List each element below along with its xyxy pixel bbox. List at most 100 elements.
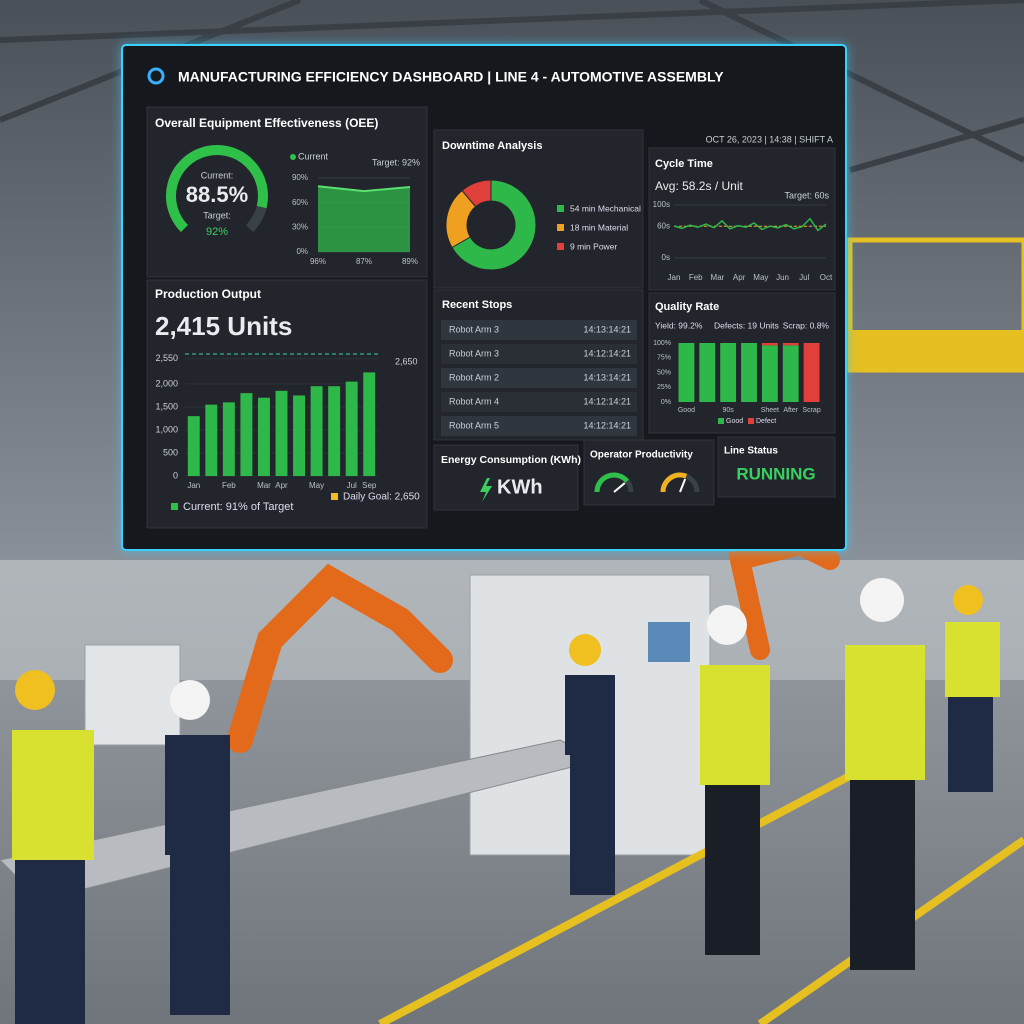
legend-swatch: [557, 205, 564, 212]
stop-time: 14:12:14:21: [583, 396, 631, 406]
bar: [240, 393, 253, 476]
x-tick-label: Mar: [711, 273, 725, 282]
label: 92%: [206, 226, 228, 238]
legend-label: 18 min Material: [570, 222, 628, 232]
x-tick-label: 87%: [356, 257, 372, 266]
y-tick-label: 2,550: [155, 353, 178, 363]
label: Target: 60s: [784, 190, 829, 200]
bar-segment: [678, 343, 695, 402]
donut-segment: [461, 179, 492, 208]
stop-time: 14:12:14:21: [583, 348, 631, 358]
stop-time: 14:13:14:21: [583, 324, 631, 334]
legend-label: Defect: [756, 418, 776, 425]
x-tick-label: Sheet: [761, 407, 779, 414]
gauge-value: [660, 472, 688, 493]
legend-label: Daily Goal: 2,650: [343, 492, 420, 503]
legend-swatch: [557, 224, 564, 231]
bar: [363, 372, 376, 476]
bar-segment: [761, 343, 778, 346]
x-tick-label: Feb: [689, 273, 703, 282]
y-tick-label: 500: [163, 447, 178, 457]
panel-title: Production Output: [155, 287, 261, 301]
legend-swatch: [557, 243, 564, 250]
legend-label: 54 min Mechanical: [570, 203, 641, 213]
label: Yield: 99.2%: [655, 320, 703, 330]
bar: [187, 416, 200, 476]
panel-title: Downtime Analysis: [442, 140, 542, 152]
x-tick-label: After: [783, 407, 798, 414]
y-tick-label: 60%: [292, 198, 308, 207]
gear-icon: [147, 67, 165, 85]
stop-machine: Robot Arm 5: [449, 420, 499, 430]
legend-label: 9 min Power: [570, 241, 617, 251]
panel-title: Recent Stops: [442, 299, 512, 311]
x-tick-label: May: [753, 273, 768, 282]
y-tick-label: 0: [173, 470, 178, 480]
x-tick-label: Jul: [799, 273, 809, 282]
stop-row: [441, 344, 637, 364]
cycle-line: [673, 217, 827, 232]
y-tick-label: 100%: [653, 340, 671, 347]
bar: [257, 397, 270, 476]
panel-cycle: [648, 147, 836, 291]
bar-segment: [741, 343, 757, 402]
bar-segment: [699, 343, 716, 402]
legend-label: Current: 91% of Target: [183, 501, 293, 513]
bar-segment: [720, 343, 737, 402]
stop-time: 14:12:14:21: [583, 420, 631, 430]
y-tick-label: 30%: [292, 222, 308, 231]
y-tick-label: 0s: [662, 253, 670, 262]
robot-arm: [227, 563, 453, 753]
x-tick-label: Mar: [257, 481, 271, 490]
label: Target: 92%: [372, 157, 420, 167]
bar: [345, 381, 358, 476]
bar: [293, 395, 306, 476]
production-total: 2,415 Units: [155, 311, 292, 341]
x-tick-label: Apr: [275, 481, 288, 490]
x-tick-label: Feb: [222, 481, 236, 490]
panel-title: Cycle Time: [655, 158, 713, 170]
donut-segment: [451, 179, 537, 271]
legend-swatch: [171, 503, 178, 510]
oee-value: 88.5%: [186, 182, 248, 207]
robot-arm: [728, 534, 840, 660]
energy-value: KWh: [497, 476, 543, 498]
legend-swatch: [748, 418, 754, 424]
y-tick-label: 1,500: [155, 401, 178, 411]
panel-title: Quality Rate: [655, 301, 719, 313]
y-tick-label: 60s: [657, 221, 670, 230]
stop-machine: Robot Arm 3: [449, 324, 499, 334]
stop-machine: Robot Arm 4: [449, 396, 499, 406]
bar-segment: [782, 345, 799, 402]
machine-screen: [648, 622, 690, 662]
roof-beams: [0, 0, 1024, 173]
stop-row: [441, 368, 637, 388]
trend-line: [317, 185, 411, 193]
panel-energy: [433, 444, 579, 511]
y-tick-label: 2,000: [155, 378, 178, 388]
gauge-needle: [679, 478, 687, 493]
status-value: RUNNING: [736, 464, 815, 483]
x-tick-label: Apr: [733, 273, 746, 282]
panel-title: Operator Productivity: [590, 450, 693, 461]
datetime: OCT 26, 2023 | 14:38 | SHIFT A: [706, 134, 833, 144]
panel-title: Energy Consumption (KWh): [441, 454, 581, 466]
x-tick-label: Oct: [820, 273, 833, 282]
y-tick-label: 0%: [296, 247, 308, 256]
mezzanine: [850, 330, 1024, 370]
panel-status: [717, 436, 836, 498]
y-tick-label: 100s: [653, 200, 670, 209]
bar: [275, 390, 288, 476]
label: Avg: 58.2s / Unit: [655, 179, 743, 193]
panel-stops: [433, 289, 644, 441]
legend-swatch: [331, 493, 338, 500]
workers: [12, 578, 1000, 1024]
x-tick-label: Jan: [187, 481, 200, 490]
bolt-icon: [480, 478, 492, 502]
bar-segment: [803, 343, 820, 402]
legend-label: Good: [726, 418, 743, 425]
goal-label: 2,650: [395, 356, 418, 366]
panel-operator: [583, 439, 715, 506]
panel-title: Overall Equipment Effectiveness (OEE): [155, 116, 378, 130]
y-tick-label: 0%: [661, 399, 671, 406]
